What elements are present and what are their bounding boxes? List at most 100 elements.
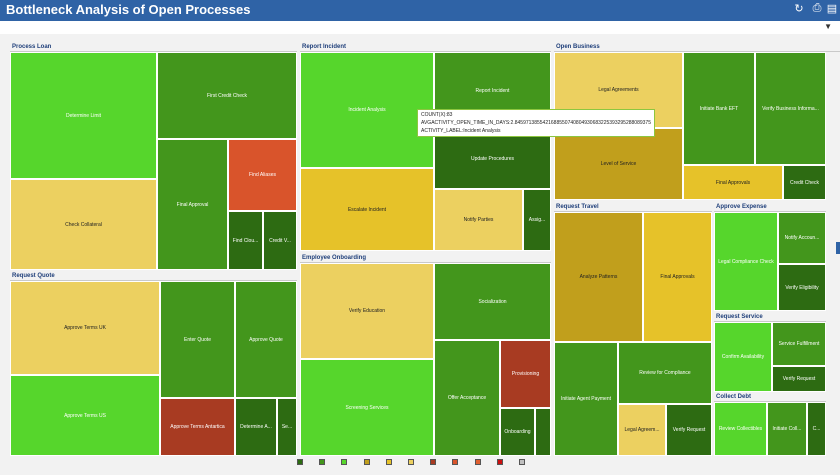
treemap-cell[interactable]: Approve Quote <box>235 281 297 398</box>
legend-swatch[interactable] <box>497 459 503 465</box>
treemap-cell[interactable] <box>535 408 551 456</box>
treemap-cell-label: Initiate Bank EFT <box>699 105 739 112</box>
panel-divider <box>714 401 826 402</box>
treemap-cell-label: Credit V... <box>269 237 291 244</box>
treemap-cell[interactable]: Confirm Availability <box>714 322 772 392</box>
treemap-cell-label: Determine A... <box>240 424 272 430</box>
legend-swatch[interactable] <box>430 459 436 465</box>
treemap-cell[interactable]: Verify Business Informa... <box>755 52 826 165</box>
tooltip-count: COUNT(X):83 <box>421 112 453 118</box>
panel-title: Process Loan <box>12 44 52 50</box>
treemap-cell[interactable]: Review Collectibles <box>714 402 767 456</box>
treemap-cell[interactable]: Update Procedures <box>434 129 551 189</box>
panel-title: Report Incident <box>302 44 347 50</box>
export-icon[interactable]: ▤ <box>826 3 838 15</box>
treemap-cell-label: Socialization <box>478 298 507 305</box>
treemap-cell[interactable]: Credit Check <box>783 165 826 200</box>
treemap-cell[interactable]: Approve Terms UK <box>10 281 160 375</box>
panel-divider <box>10 280 297 281</box>
page-title: Bottleneck Analysis of Open Processes <box>6 2 251 17</box>
print-icon[interactable]: ⎙ <box>812 2 822 14</box>
refresh-icon[interactable]: ↻ <box>794 3 804 15</box>
panel-divider <box>300 51 551 52</box>
treemap-cell[interactable]: Find Clou... <box>228 211 263 270</box>
treemap-cell-label: Final Approvals <box>715 179 751 186</box>
legend-swatch[interactable] <box>386 459 392 465</box>
treemap-cell[interactable]: Notify Accoun... <box>778 212 826 264</box>
treemap-cell[interactable]: Determine A... <box>235 398 277 456</box>
treemap-cell-label: Find Clou... <box>232 237 259 244</box>
panel-divider <box>300 262 551 263</box>
treemap-cell[interactable]: Notify Parties <box>434 189 523 251</box>
treemap-cell-label: Verify Eligibility <box>785 284 819 291</box>
panel-divider <box>714 321 826 322</box>
treemap-cell-label: Se... <box>281 424 293 430</box>
treemap-cell[interactable]: Level of Service <box>554 128 683 200</box>
legend-swatch[interactable] <box>519 459 525 465</box>
treemap-cell-label: C... <box>812 426 821 432</box>
treemap-cell[interactable]: Service Fulfillment <box>772 322 826 366</box>
treemap-cell[interactable]: Escalate Incident <box>300 168 434 251</box>
treemap-cell-label: Notify Accoun... <box>784 235 820 241</box>
treemap-cell[interactable]: Verify Request <box>666 404 712 456</box>
treemap-cell-label: Onboarding <box>504 429 531 435</box>
panel-title: Collect Debt <box>716 394 752 400</box>
treemap-cell[interactable]: Initiate Bank EFT <box>683 52 755 165</box>
treemap-cell[interactable]: Approve Terms US <box>10 375 160 456</box>
treemap-cell[interactable]: Verify Request <box>772 366 826 392</box>
treemap-cell[interactable]: Se... <box>277 398 297 456</box>
treemap-cell[interactable]: Verify Eligibility <box>778 264 826 311</box>
legend-swatch[interactable] <box>475 459 481 465</box>
legend-swatch[interactable] <box>319 459 325 465</box>
treemap-cell[interactable]: Check Collateral <box>10 179 157 270</box>
legend-swatch[interactable] <box>297 459 303 465</box>
treemap-cell-label: Incident Analysis <box>348 107 386 113</box>
treemap-cell[interactable]: Initiate Agent Payment <box>554 342 618 456</box>
treemap-cell-label: Legal Agreements <box>598 87 639 93</box>
legend-swatch[interactable] <box>341 459 347 465</box>
treemap-cell-label: Service Fulfillment <box>778 341 820 347</box>
treemap-cell[interactable]: Approve Terms Antartica <box>160 398 235 456</box>
treemap-cell[interactable]: Enter Quote <box>160 281 235 398</box>
treemap-cell[interactable]: Final Approval <box>157 139 228 270</box>
legend-swatch[interactable] <box>408 459 414 465</box>
treemap-cell-label: Verify Request <box>782 376 816 382</box>
treemap-cell[interactable]: Socialization <box>434 263 551 340</box>
panel-title: Request Quote <box>12 273 55 279</box>
treemap-cell-label: Enter Quote <box>184 336 211 343</box>
treemap-cell-label: Offer Acceptance <box>447 395 487 401</box>
treemap-cell-label: Verify Business Informa... <box>762 105 819 112</box>
panel-title: Employee Onboarding <box>302 255 367 261</box>
treemap-cell[interactable]: Analyze Patterns <box>554 212 643 342</box>
treemap-cell[interactable]: Incident Analysis <box>300 52 434 168</box>
treemap-cell[interactable]: Initiate Coll... <box>767 402 807 456</box>
treemap-cell[interactable]: Assig... <box>523 189 551 251</box>
treemap-cell[interactable]: Final Approvals <box>683 165 783 200</box>
treemap-cell[interactable]: Find Aliases <box>228 139 297 211</box>
treemap-cell[interactable]: C... <box>807 402 826 456</box>
treemap-cell-label: Notify Parties <box>463 217 494 223</box>
treemap-cell[interactable]: Provisioning <box>500 340 551 408</box>
treemap-cell[interactable]: Legal Agreem... <box>618 404 666 456</box>
side-panel-toggle[interactable] <box>836 242 840 254</box>
treemap-cell[interactable]: Credit V... <box>263 211 297 270</box>
treemap-cell[interactable]: Review for Compliance <box>618 342 712 404</box>
panel-title: Request Travel <box>556 204 599 210</box>
treemap-cell[interactable]: Screening Services <box>300 359 434 456</box>
treemap-cell[interactable]: Verify Education <box>300 263 434 359</box>
treemap-cell[interactable]: Offer Acceptance <box>434 340 500 456</box>
color-legend <box>0 457 840 467</box>
tooltip: COUNT(X):83 AVGACTIVITY_OPEN_TIME_IN_DAY… <box>417 109 655 137</box>
treemap-cell[interactable]: Legal Compliance Check <box>714 212 778 311</box>
treemap-cell[interactable]: First Credit Check <box>157 52 297 139</box>
treemap-cell-label: Review for Compliance <box>639 370 691 376</box>
treemap-cell-label: Report Incident <box>475 87 510 94</box>
treemap-cell[interactable]: Onboarding <box>500 408 535 456</box>
legend-swatch[interactable] <box>452 459 458 465</box>
chevron-down-icon[interactable]: ▼ <box>824 22 832 31</box>
treemap-cell[interactable]: Final Approvals <box>643 212 712 342</box>
panel-title: Open Business <box>556 44 600 50</box>
legend-swatch[interactable] <box>364 459 370 465</box>
treemap-cell-label: Verify Request <box>672 427 706 433</box>
treemap-cell[interactable]: Determine Limit <box>10 52 157 179</box>
